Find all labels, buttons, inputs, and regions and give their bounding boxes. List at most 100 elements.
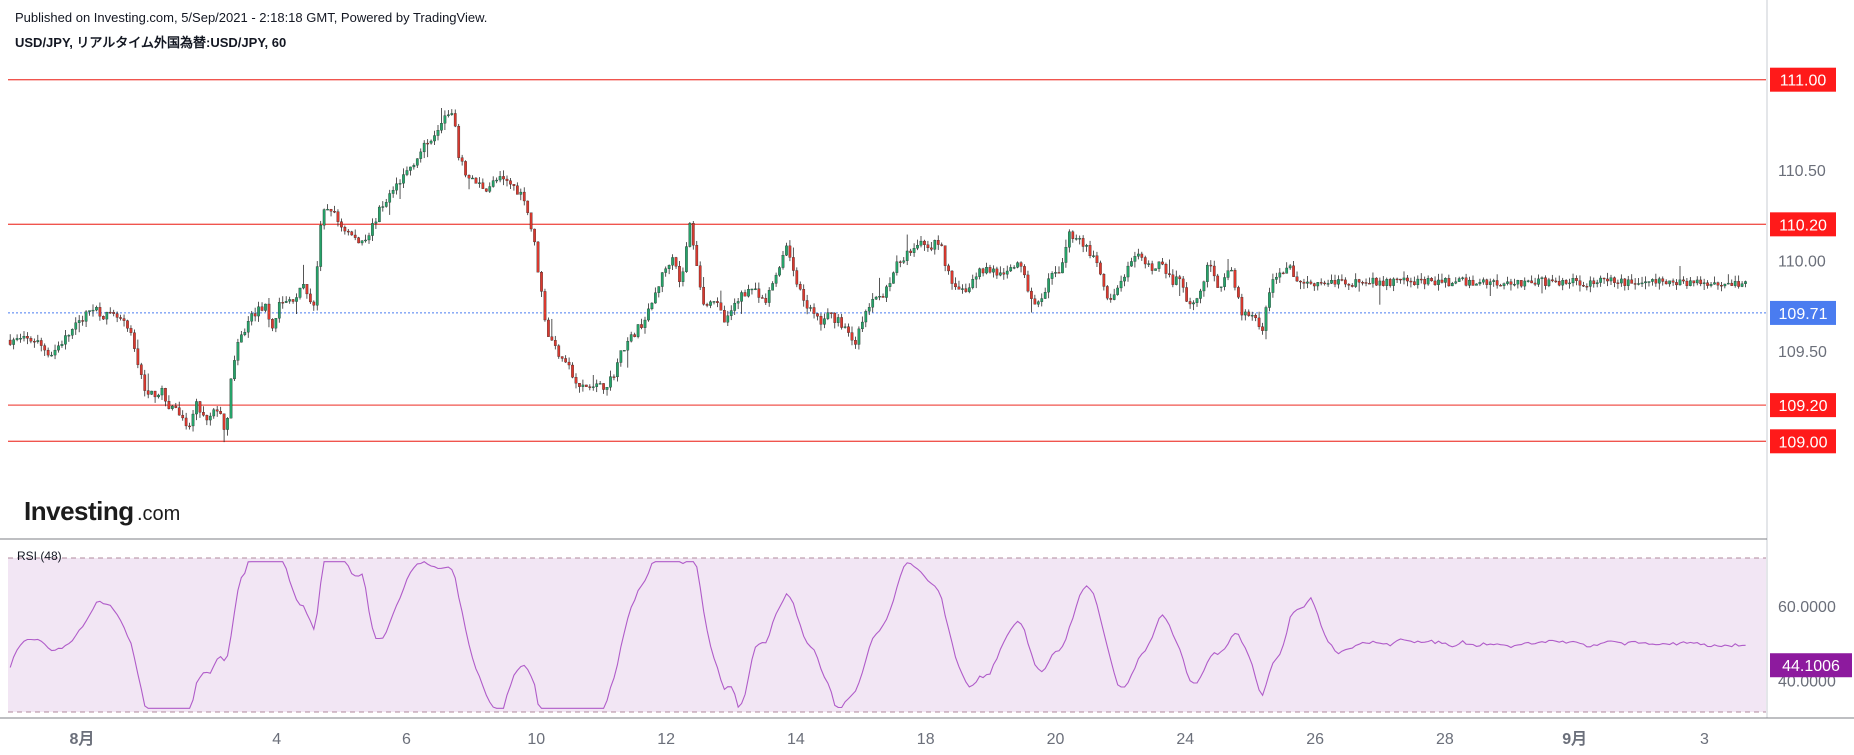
candle-body	[1350, 285, 1354, 287]
candle-body	[1654, 279, 1658, 284]
candle-body	[246, 321, 250, 333]
candle-body	[1192, 302, 1195, 305]
candle-body	[340, 221, 343, 228]
candle-body	[1164, 264, 1168, 274]
candle-body	[543, 291, 547, 321]
candle-body	[1623, 278, 1627, 286]
candle-body	[484, 188, 488, 192]
candle-body	[902, 260, 906, 263]
candle-body	[726, 315, 730, 323]
candle-body	[1247, 311, 1251, 316]
candle-body	[1744, 281, 1747, 284]
candle-body	[1723, 283, 1727, 287]
candle-body	[1478, 282, 1482, 285]
level-tags: 111.00 110.20 109.20 109.00	[1770, 67, 1836, 454]
candle-body	[785, 245, 788, 256]
candle-body	[1074, 238, 1078, 240]
candle-body	[1509, 281, 1513, 285]
candle-body	[1689, 280, 1692, 286]
candle-body	[816, 313, 819, 317]
candle-body	[1492, 280, 1496, 282]
candle-body	[1119, 280, 1123, 289]
candle-body	[1033, 298, 1037, 305]
candle-body	[357, 237, 361, 244]
candle-body	[1040, 298, 1044, 302]
candle-body	[50, 354, 53, 357]
candle-body	[133, 332, 136, 349]
candle-body	[181, 414, 185, 419]
candle-body	[640, 324, 643, 328]
candle-body	[802, 289, 806, 301]
candle-body	[150, 390, 153, 395]
candle-body	[1371, 277, 1375, 284]
candle-body	[1157, 261, 1161, 269]
rsi-tick-labels: 60.0000 40.0000	[1778, 599, 1836, 690]
candle-body	[1095, 255, 1099, 264]
level-tag-label: 109.00	[1779, 434, 1828, 451]
candle-body	[1561, 280, 1565, 286]
time-tick-label: 26	[1306, 731, 1324, 748]
candle-body	[923, 240, 926, 245]
candle-body	[122, 318, 126, 321]
candle-body	[1137, 253, 1140, 257]
candle-body	[329, 208, 333, 212]
candle-body	[388, 193, 392, 203]
candle-body	[1733, 281, 1737, 286]
candle-body	[129, 328, 133, 333]
candle-body	[409, 166, 412, 171]
candle-body	[195, 401, 198, 415]
candle-body	[1602, 277, 1606, 280]
candle-body	[898, 261, 902, 263]
rsi-value-tag-bg	[1770, 653, 1852, 678]
candle-body	[146, 390, 150, 395]
candle-body	[60, 344, 64, 346]
candle-body	[961, 288, 964, 290]
candle-body	[1050, 273, 1054, 279]
candle-body	[622, 350, 626, 352]
candle-body	[1030, 290, 1033, 299]
candle-body	[716, 301, 719, 303]
candle-body	[1109, 298, 1113, 300]
candle-body	[426, 142, 430, 145]
candle-body	[1409, 280, 1413, 283]
candle-body	[1368, 282, 1371, 285]
candle-body	[1016, 262, 1019, 268]
candle-body	[1143, 257, 1147, 265]
candle-body	[1012, 267, 1016, 269]
candle-body	[547, 319, 550, 337]
candle-body	[1302, 281, 1306, 284]
candle-body	[971, 279, 975, 288]
candle-body	[1281, 272, 1285, 275]
candle-body	[153, 390, 157, 398]
candle-body	[1126, 265, 1130, 278]
candle-body	[557, 345, 561, 357]
candle-body	[1513, 283, 1516, 286]
candle-body	[398, 183, 402, 185]
candle-body	[1061, 262, 1064, 274]
candle-body	[1633, 283, 1637, 285]
candle-body	[1661, 278, 1665, 282]
candle-body	[571, 364, 574, 378]
candle-body	[102, 316, 105, 320]
candle-body	[1195, 298, 1199, 303]
candle-body	[26, 336, 29, 339]
candle-body	[1540, 277, 1544, 280]
candle-body	[688, 223, 692, 247]
candle-body	[1112, 294, 1116, 300]
level-tag-bg	[1770, 429, 1836, 454]
candle-body	[764, 297, 768, 303]
candle-body	[1726, 282, 1730, 285]
candle-body	[1644, 281, 1647, 284]
candle-body	[1413, 281, 1416, 286]
candle-body	[440, 123, 443, 131]
current-price-label: 109.71	[1779, 306, 1828, 323]
candle-body	[847, 326, 850, 333]
candle-body	[253, 313, 257, 317]
candle-body	[881, 296, 885, 298]
candle-body	[433, 135, 436, 142]
candle-body	[39, 340, 43, 346]
candle-body	[619, 350, 623, 363]
candle-body	[1637, 283, 1640, 285]
